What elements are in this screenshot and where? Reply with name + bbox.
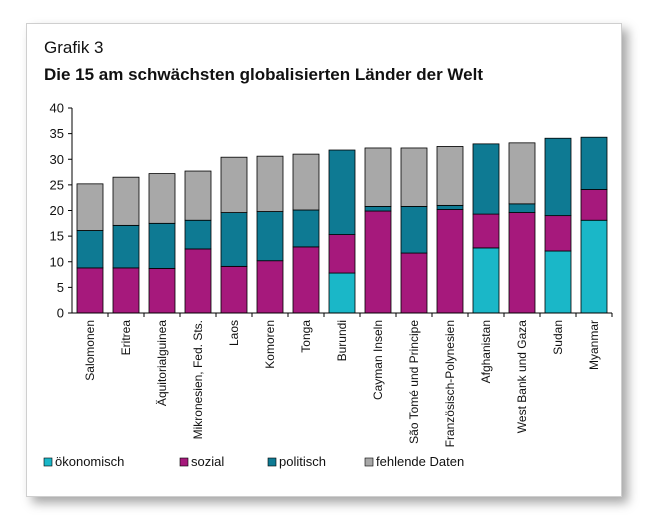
bar-segment [472, 213, 500, 249]
bar-segment [148, 222, 176, 269]
legend-label: fehlende Daten [376, 454, 464, 469]
x-category-label: Äquitorialguinea [155, 320, 169, 406]
y-tick-label: 10 [50, 254, 64, 269]
bar-segment [436, 146, 464, 206]
bar-segment [328, 234, 356, 274]
bar-segment [184, 219, 212, 250]
bar-segment [76, 183, 104, 231]
bar-segment [544, 137, 572, 217]
bar-segment [508, 212, 536, 314]
bar-segment [184, 248, 212, 314]
x-category-label: Mikronesien, Fed. Sts. [191, 320, 205, 439]
x-category-label: Laos [227, 320, 241, 346]
bar-segment [328, 149, 356, 235]
bar-segment [580, 189, 608, 221]
bar-segment [220, 265, 248, 314]
bar-segment [112, 267, 140, 314]
x-category-label: Französisch-Polynesien [443, 320, 457, 447]
y-tick-label: 30 [50, 152, 64, 167]
bar-segment [364, 210, 392, 314]
bar-segment [400, 252, 428, 314]
bar-segment [76, 267, 104, 314]
y-tick-label: 25 [50, 177, 64, 192]
x-category-label: Salomonen [83, 320, 97, 381]
bar-segment [76, 230, 104, 269]
legend-swatch [179, 457, 189, 467]
x-category-label: Cayman Inseln [371, 320, 385, 400]
bar-segment [544, 215, 572, 252]
bar-segment [472, 247, 500, 314]
chart-supertitle: Grafik 3 [44, 38, 104, 57]
legend-label: politisch [279, 454, 326, 469]
bar-segment [220, 212, 248, 267]
bar-segment [328, 272, 356, 314]
bar-segment [256, 260, 284, 314]
legend-label: sozial [191, 454, 224, 469]
bar-segment [184, 170, 212, 221]
x-category-label: West Bank und Gaza [515, 320, 529, 434]
chart: Grafik 3 Die 15 am schwächsten globalisi… [43, 38, 613, 469]
bar-segment [364, 205, 392, 212]
x-category-label: Burundi [335, 320, 349, 361]
x-category-label: Tonga [299, 320, 313, 353]
legend-swatch [43, 457, 53, 467]
bar-segment [292, 209, 320, 248]
y-tick-label: 0 [57, 306, 64, 321]
legend-label: ökonomisch [55, 454, 124, 469]
bar-segment [364, 147, 392, 207]
bar-segment [544, 250, 572, 314]
y-tick-label: 5 [57, 280, 64, 295]
legend-swatch [267, 457, 277, 467]
y-tick-label: 15 [50, 229, 64, 244]
bar-segment [112, 224, 140, 269]
bar-segment [580, 219, 608, 314]
bar-segment [256, 211, 284, 262]
y-tick-label: 35 [50, 126, 64, 141]
bar-segment [148, 173, 176, 224]
bar-segment [508, 142, 536, 205]
bar-segment [148, 268, 176, 314]
x-category-label: Komoren [263, 320, 277, 369]
x-category-label: São Tomé und Principe [407, 320, 421, 444]
chart-title: Die 15 am schwächsten globalisierten Län… [44, 65, 483, 84]
bar-segment [436, 209, 464, 314]
x-category-label: Afghanistan [479, 320, 493, 383]
plot-area: 0 5 10 15 20 25 30 35 40 Salomonen Eritrea Äquitori… [50, 101, 613, 447]
x-category-label: Sudan [551, 320, 565, 355]
legend-swatch [364, 457, 374, 467]
bar-segment [508, 203, 536, 213]
bar-segment [400, 147, 428, 207]
chart-frame: Grafik 3 Die 15 am schwächsten globalisi… [26, 23, 622, 497]
x-category-label: Myanmar [587, 320, 601, 370]
y-tick-label: 40 [50, 101, 64, 116]
x-category-label: Eritrea [119, 320, 133, 356]
bar-segment [292, 246, 320, 314]
bar-segment [112, 176, 140, 226]
legend: ökonomisch sozial politisch fehlende Daten [43, 454, 464, 469]
y-tick-label: 20 [50, 203, 64, 218]
bar-segment [436, 204, 464, 210]
bar-segment [256, 155, 284, 212]
bar-segment [400, 205, 428, 254]
bar-segment [472, 143, 500, 215]
bar-segment [292, 153, 320, 211]
bar-segment [580, 136, 608, 190]
bar-segment [220, 156, 248, 213]
